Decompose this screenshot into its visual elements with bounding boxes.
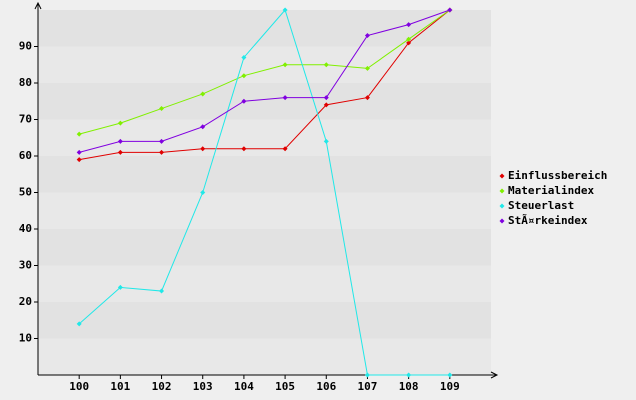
point	[117, 284, 123, 290]
x-tick-label: 108	[399, 380, 419, 393]
x-tick-label: 106	[316, 380, 336, 393]
y-tick-label: 40	[19, 222, 32, 235]
point	[241, 73, 247, 79]
legend-marker	[499, 218, 505, 224]
grid-band	[38, 192, 491, 229]
point	[200, 146, 206, 152]
point	[447, 7, 453, 13]
point	[282, 7, 288, 13]
point	[406, 372, 412, 378]
point	[364, 372, 370, 378]
point	[159, 106, 165, 112]
series-line	[79, 9, 450, 153]
point	[447, 372, 453, 378]
point	[159, 138, 165, 144]
x-tick-label: 104	[234, 380, 254, 393]
legend-label: StÃ¤rkeindex	[508, 214, 588, 227]
point	[200, 190, 206, 195]
x-tick-label: 100	[69, 380, 89, 393]
point	[76, 321, 82, 327]
y-tick-label: 50	[19, 186, 32, 199]
x-axis-arrow	[490, 371, 499, 379]
point	[406, 36, 412, 42]
legend-label: Steuerlast	[508, 199, 574, 212]
x-tick-label: 102	[152, 380, 172, 393]
y-tick-label: 90	[19, 40, 32, 53]
point	[241, 98, 247, 104]
series-line	[79, 9, 451, 135]
point	[323, 95, 329, 101]
point	[323, 138, 329, 144]
grid-band	[38, 265, 491, 302]
point	[76, 149, 82, 155]
point	[364, 65, 370, 71]
point	[282, 95, 288, 101]
legend-marker	[499, 188, 505, 194]
y-tick-label: 10	[19, 332, 32, 345]
y-axis-arrow	[34, 1, 42, 10]
point	[282, 62, 288, 68]
grid-band	[38, 119, 491, 156]
legend-marker	[499, 173, 505, 179]
y-tick-label: 30	[19, 259, 32, 272]
point	[323, 102, 329, 108]
point	[200, 124, 206, 130]
point	[200, 91, 206, 97]
point	[282, 146, 288, 152]
grid-band	[38, 229, 491, 266]
point	[159, 288, 165, 294]
point	[406, 40, 412, 46]
point	[76, 157, 82, 163]
point	[117, 138, 123, 144]
legend-label: Einflussbereich	[508, 169, 607, 182]
point	[364, 33, 370, 39]
point	[241, 54, 247, 60]
point	[241, 146, 247, 152]
legend-label: Materialindex	[508, 184, 594, 197]
grid-band	[38, 302, 491, 339]
grid-band	[38, 10, 491, 47]
point	[76, 131, 82, 137]
y-tick-label: 80	[19, 76, 32, 89]
grid-band	[38, 83, 491, 120]
x-tick-label: 107	[358, 380, 378, 393]
x-tick-label: 109	[440, 380, 460, 393]
point	[406, 22, 412, 28]
grid-band	[38, 338, 491, 375]
x-tick-label: 103	[193, 380, 213, 393]
point	[159, 149, 165, 155]
point	[117, 149, 123, 155]
grid-band	[38, 156, 491, 193]
y-tick-label: 70	[19, 113, 32, 126]
series-line	[78, 8, 450, 376]
y-tick-label: 20	[19, 295, 32, 308]
point	[117, 120, 123, 126]
grid-band	[38, 46, 491, 83]
x-tick-label: 101	[110, 380, 130, 393]
legend-marker	[499, 203, 505, 209]
point	[364, 95, 370, 101]
y-tick-label: 60	[19, 149, 32, 162]
series-line	[79, 9, 451, 161]
x-tick-label: 105	[275, 380, 295, 393]
point	[323, 62, 329, 68]
